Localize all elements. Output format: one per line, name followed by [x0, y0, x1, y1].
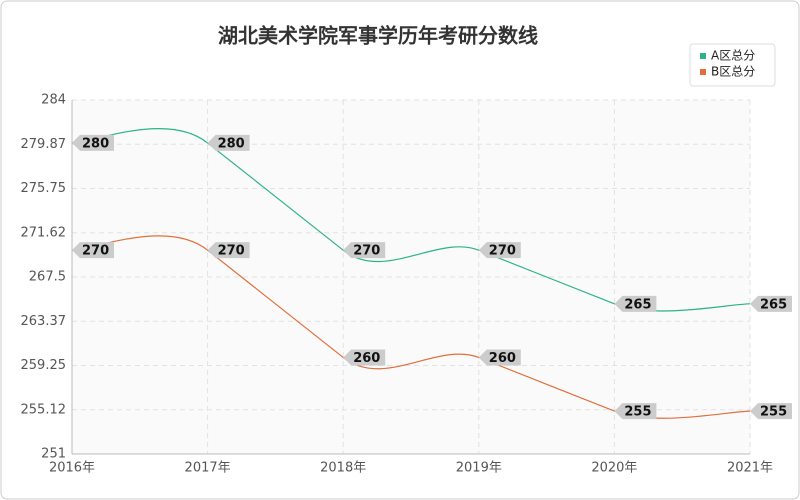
- x-tick-label: 2020年: [591, 461, 637, 476]
- data-label-bg: [614, 295, 657, 312]
- y-tick-label: 275.75: [21, 181, 67, 196]
- data-label-bg: [207, 242, 250, 259]
- data-label-bg: [478, 242, 521, 259]
- data-label-bg: [750, 295, 792, 312]
- x-tick-label: 2021年: [727, 461, 773, 476]
- data-label: 280: [82, 136, 109, 151]
- data-label-bg: [750, 403, 792, 420]
- y-tick-label: 259.25: [21, 358, 67, 373]
- y-tick-label: 255.12: [21, 402, 67, 417]
- legend-swatch: [700, 69, 706, 75]
- y-tick-label: 251: [41, 447, 66, 462]
- legend-swatch: [700, 53, 706, 59]
- data-label-bg: [343, 242, 386, 259]
- data-label-bg: [72, 134, 114, 151]
- data-label: 265: [624, 297, 651, 312]
- data-label: 255: [760, 405, 787, 420]
- data-label: 270: [489, 244, 516, 259]
- chart-title: 湖北美术学院军事学历年考研分数线: [218, 24, 538, 48]
- data-label-bg: [207, 134, 250, 151]
- y-tick-label: 279.87: [21, 137, 67, 152]
- x-tick-label: 2016年: [49, 461, 95, 476]
- legend-label: B区总分: [711, 65, 755, 79]
- y-tick-label: 267.5: [29, 270, 66, 285]
- data-label: 270: [218, 244, 245, 259]
- y-tick-label: 271.62: [21, 225, 67, 240]
- data-label-bg: [72, 242, 114, 259]
- data-label: 270: [82, 244, 109, 259]
- x-tick-label: 2019年: [456, 461, 502, 476]
- data-label: 265: [760, 297, 787, 312]
- data-label-bg: [478, 349, 521, 366]
- data-label: 260: [489, 351, 516, 366]
- legend-label: A区总分: [711, 49, 755, 63]
- x-tick-label: 2017年: [185, 461, 231, 476]
- data-label: 280: [218, 136, 245, 151]
- data-label: 255: [624, 405, 651, 420]
- y-tick-label: 263.37: [21, 314, 67, 329]
- data-label: 260: [353, 351, 380, 366]
- x-tick-label: 2018年: [320, 461, 366, 476]
- data-label: 270: [353, 244, 380, 259]
- data-label-bg: [614, 403, 657, 420]
- legend: [689, 43, 776, 87]
- data-label-bg: [343, 349, 386, 366]
- y-tick-label: 284: [41, 93, 66, 108]
